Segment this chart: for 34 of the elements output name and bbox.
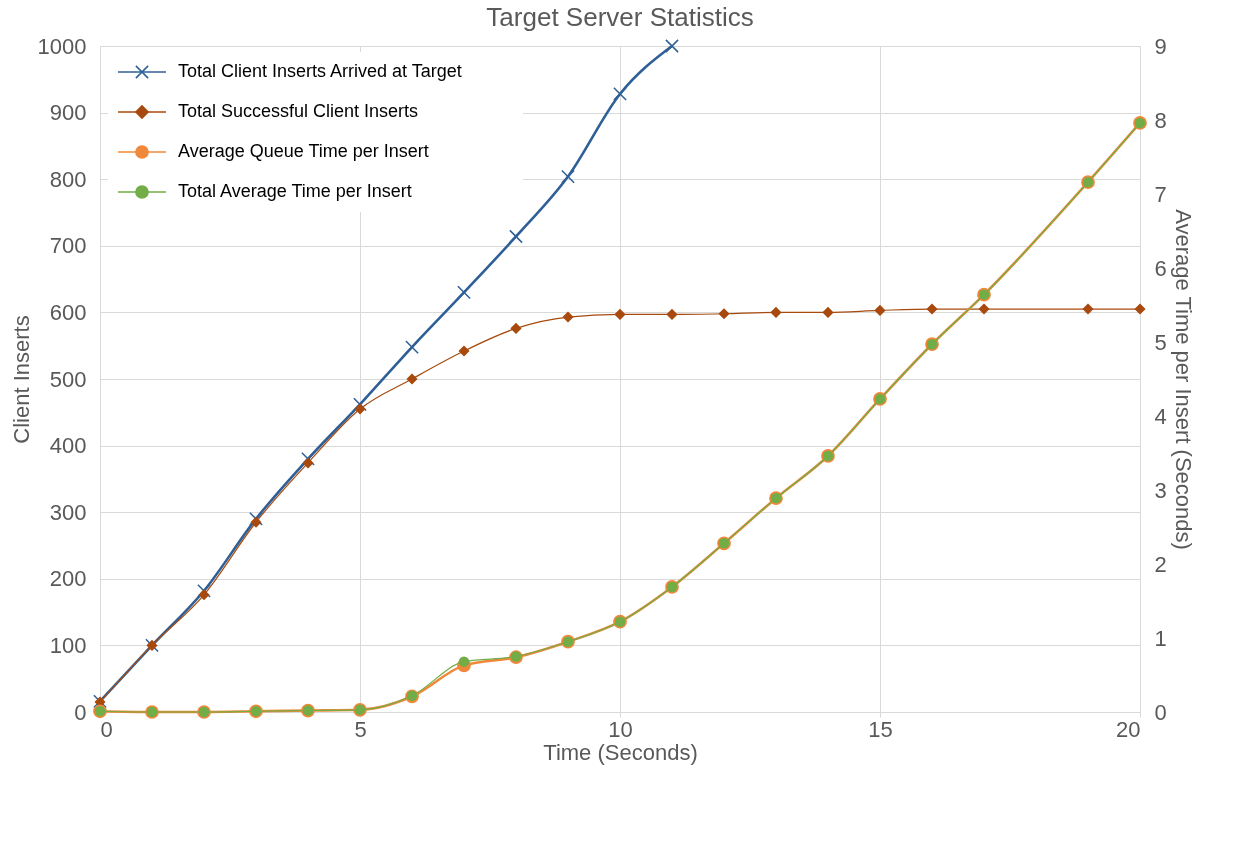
x-axis-title: Time (Seconds) <box>543 739 698 765</box>
y-tick-label: 100 <box>49 632 87 658</box>
y2-tick-label: 9 <box>1154 33 1167 59</box>
x-tick-label: 10 <box>608 716 633 742</box>
y-tick-label: 700 <box>49 233 87 259</box>
legend-label: Total Average Time per Insert <box>178 181 412 201</box>
y2-tick-label: 2 <box>1154 551 1167 577</box>
y-axis-title: Client Inserts <box>8 315 34 444</box>
y-tick-label: 0 <box>74 699 87 725</box>
y2-tick-label: 1 <box>1154 625 1167 651</box>
y-tick-label: 900 <box>49 100 87 126</box>
legend-label: Total Client Inserts Arrived at Target <box>178 61 462 81</box>
y2-tick-label: 4 <box>1154 403 1167 429</box>
y2-tick-label: 0 <box>1154 699 1167 725</box>
y2-tick-label: 8 <box>1154 107 1167 133</box>
y2-tick-label: 3 <box>1154 477 1167 503</box>
x-tick-label: 15 <box>868 716 893 742</box>
chart-title: Target Server Statistics <box>486 2 754 32</box>
x-tick-label: 0 <box>100 716 113 742</box>
y-tick-label: 500 <box>49 366 87 392</box>
legend-label: Total Successful Client Inserts <box>178 101 419 121</box>
y-tick-label: 300 <box>49 499 87 525</box>
y2-tick-label: 5 <box>1154 329 1167 355</box>
y-tick-label: 400 <box>49 433 87 459</box>
y-tick-label: 800 <box>49 166 87 192</box>
y-tick-label: 200 <box>49 566 87 592</box>
x-tick-label: 5 <box>354 716 367 742</box>
x-tick-label: 20 <box>1116 716 1141 742</box>
y-tick-label: 1000 <box>37 33 87 59</box>
y-tick-label: 600 <box>49 299 87 325</box>
legend-label: Average Queue Time per Insert <box>178 141 429 161</box>
y2-tick-label: 7 <box>1154 181 1167 207</box>
y2-axis-title: Average Time per Insert (Seconds) <box>1170 209 1196 550</box>
y2-tick-label: 6 <box>1154 255 1167 281</box>
